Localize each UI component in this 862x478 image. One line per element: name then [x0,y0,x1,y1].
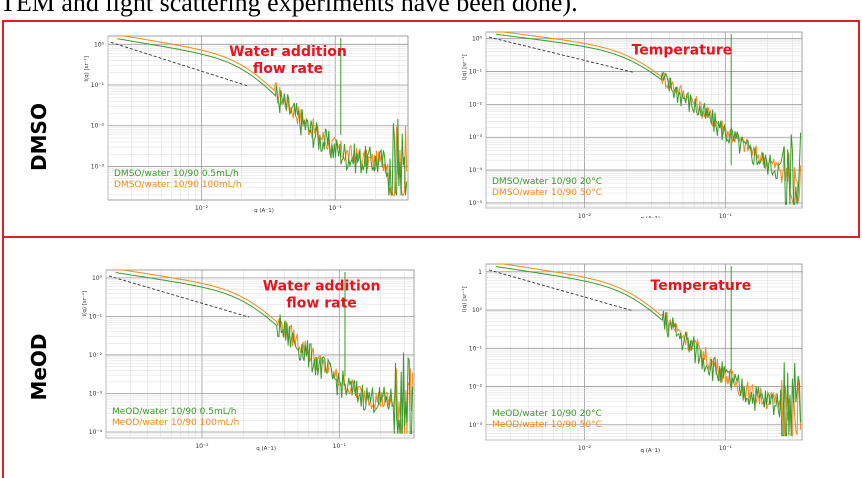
y-tick-label: 10⁻¹ [89,313,103,320]
y-tick-label: 10⁻⁴ [89,429,103,436]
y-axis-label: I(q) [sr⁻¹] [461,54,468,80]
x-axis-label: q (A⁻1) [256,446,276,452]
legend-entry: DMSO/water 10/90 100mL/h [114,180,242,190]
y-tick-label: 10⁻² [469,101,483,108]
x-axis-label: q (A⁻1) [640,216,660,218]
y-axis-label: I(q) [sr⁻¹] [83,56,90,82]
chart-dmso-temperature: 10⁻² 10⁻¹ q (A⁻1) I(q) [sr⁻¹] 10⁰ 10⁻¹ 10⁻² 10⁻… [461,31,803,218]
y-tick-label: 10⁻³ [469,134,483,141]
series-line-green [495,33,802,205]
series-line-orange [495,263,802,437]
row-box-meod [2,236,858,478]
series-line-orange [117,35,408,198]
y-tick-label: 10⁰ [472,307,483,314]
x-tick-label: 10⁻² [195,443,209,450]
legend-entry: DMSO/water 10/90 50°C [492,188,602,198]
y-tick-label: 1 [478,269,482,276]
y-tick-label: 10⁻³ [469,422,483,429]
y-tick-label: 10⁻² [469,384,483,391]
legend-entry: DMSO/water 10/90 0.5mL/h [114,169,239,179]
y-axis-label: I(q) [sr⁻¹] [81,291,88,317]
y-tick-label: 10⁻³ [89,390,103,397]
x-tick-label: 10⁻² [578,213,592,218]
y-axis-label: I(q) [sr⁻¹] [461,286,468,312]
x-tick-label: 10⁻¹ [719,445,733,452]
y-tick-label: 10⁻⁴ [469,167,483,174]
caption-fragment: TEM and light scattering experiments hav… [0,0,578,17]
chart-meod-temperature: 10⁻² 10⁻¹ q (A⁻1) I(q) [sr⁻¹] 1 10⁰ 10⁻¹ 10⁻² 10… [461,263,803,454]
annotation-label: flow rate [286,295,356,311]
y-tick-label: 10⁰ [94,41,105,48]
legend-entry: MeOD/water 10/90 50°C [492,420,602,430]
x-axis-label: q (A⁻1) [640,448,660,454]
gridlines [105,270,414,439]
y-tick-label: 10⁻¹ [469,345,483,352]
plot-area [485,31,803,209]
y-tick-label: 10⁻¹ [469,69,483,76]
x-tick-label: 10⁻² [195,205,209,212]
gridlines [107,36,408,200]
series-line-green [115,272,414,435]
x-tick-label: 10⁻² [578,445,592,452]
annotation-label: flow rate [253,61,323,77]
y-tick-label: 10⁻³ [91,163,105,170]
annotation-label: Water addition [263,278,381,294]
legend-entry: DMSO/water 10/90 20°C [492,177,602,187]
annotation-label: Water addition [229,44,347,60]
x-tick-label: 10⁻¹ [333,443,347,450]
y-tick-label: 10⁰ [92,275,103,282]
y-tick-label: 10⁻⁵ [469,200,483,207]
figure-frame: DMSO MeOD [0,20,860,478]
gridlines [485,32,802,209]
chart-dmso-flowrate: 10⁻² 10⁻¹ q (A⁻1) I(q) [sr⁻¹] 10⁰ 10⁻¹ 10⁻² 10⁻… [83,35,409,214]
y-tick-label: 10⁰ [472,36,483,43]
y-tick-label: 10⁻² [91,123,105,130]
legend-entry: MeOD/water 10/90 0.5mL/h [112,407,236,417]
row-label-meod: MeOD [27,333,51,401]
power-law-guide [110,41,248,87]
x-tick-label: 10⁻¹ [329,205,343,212]
x-axis-label: q (A⁻1) [254,208,274,214]
y-tick-label: 10⁻¹ [91,82,105,89]
series-line-green [495,266,802,437]
power-law-guide [108,275,250,318]
chart-meod-flowrate: 10⁻² 10⁻¹ q (A⁻1) I(q) [sr⁻¹] 10⁰ 10⁻¹ 10⁻² 10⁻… [81,269,415,452]
x-tick-label: 10⁻¹ [719,213,733,218]
row-label-dmso: DMSO [27,103,51,171]
legend-entry: MeOD/water 10/90 100mL/h [112,418,239,428]
annotation-label: Temperature [651,278,752,294]
series-line-orange [495,31,802,205]
annotation-label: Temperature [632,43,733,59]
series-line-green [117,38,408,196]
legend-entry: MeOD/water 10/90 20°C [492,409,602,419]
y-tick-label: 10⁻² [89,352,103,359]
